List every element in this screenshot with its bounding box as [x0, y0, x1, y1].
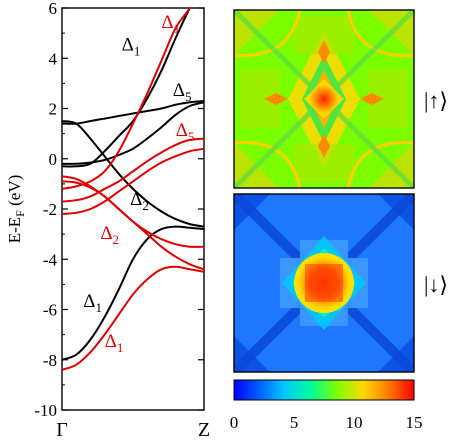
band-line-spin-down-5	[62, 265, 204, 371]
band-annotation-delta-1: Δ1	[122, 35, 141, 59]
band-annotation-delta-5: Δ5	[173, 80, 192, 104]
band-annotation-delta-1: Δ1	[105, 331, 124, 355]
band-annotation-delta-5: Δ5	[176, 120, 195, 144]
colorbar-tick-label: 5	[290, 413, 299, 432]
band-line-spin-up-1	[62, 120, 204, 228]
colorbar-ticks: 0 5 10 15	[230, 413, 423, 432]
colorbar-tick-label: 15	[406, 413, 423, 432]
colorbar-tick-label: 0	[230, 413, 239, 432]
y-tick-label: 4	[49, 49, 58, 68]
spin-down-heatmap	[234, 194, 414, 372]
y-tick-label: -10	[34, 401, 57, 420]
band-line-spin-up-2	[62, 101, 204, 165]
colorbar-tick-label: 10	[346, 413, 363, 432]
band-line-spin-up-3	[62, 8, 191, 168]
y-axis-ticks: -10 -8 -6 -4 -2 0 2 4 6	[34, 0, 204, 420]
x-tick-label-gamma: Γ	[56, 419, 68, 440]
band-line-spin-down-10	[62, 180, 204, 248]
y-axis-label: E-EF (eV)	[5, 175, 27, 244]
y-tick-label: 2	[49, 100, 58, 119]
y-tick-label: -4	[43, 250, 58, 269]
y-tick-label: 6	[49, 0, 58, 18]
y-tick-label: -6	[43, 301, 57, 320]
band-lines	[62, 8, 204, 371]
band-line-spin-down-7	[62, 137, 204, 203]
colorbar-gradient	[233, 379, 415, 401]
band-annotation-delta-1: Δ1	[83, 291, 102, 315]
band-annotation-delta-1: Δ1	[161, 12, 180, 36]
spin-down-frame	[233, 193, 415, 373]
band-line-spin-up-0	[62, 225, 204, 361]
y-tick-label: -8	[43, 351, 57, 370]
spin-up-label: |↑⟩	[424, 88, 448, 113]
colorbar: 0 5 10 15	[230, 379, 423, 432]
y-tick-label: -2	[43, 200, 57, 219]
band-annotation-delta-2: Δ2	[100, 223, 119, 247]
spin-up-frame	[233, 9, 415, 189]
band-line-spin-up-4	[62, 100, 204, 125]
band-line-spin-down-8	[62, 8, 191, 190]
band-line-spin-down-9	[62, 147, 204, 215]
x-tick-label-z: Z	[198, 419, 210, 440]
spin-up-heatmap	[234, 10, 414, 188]
band-annotation-delta-2: Δ2	[130, 189, 149, 213]
spin-down-label: |↓⟩	[424, 272, 448, 297]
y-tick-label: 0	[49, 150, 58, 169]
